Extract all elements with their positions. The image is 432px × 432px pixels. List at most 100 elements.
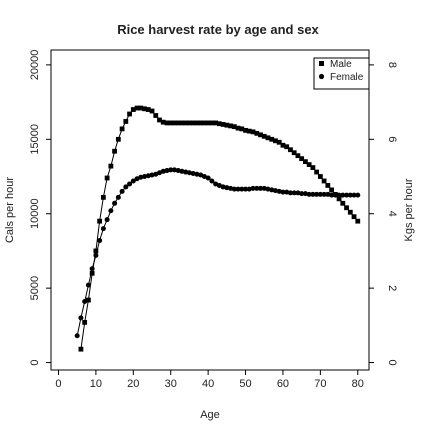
point-male <box>138 105 144 111</box>
point-male <box>145 107 151 112</box>
point-female <box>171 167 177 173</box>
point-female <box>231 186 237 192</box>
point-male <box>149 108 155 114</box>
point-female <box>344 192 350 198</box>
point-male <box>347 209 353 215</box>
point-female <box>336 192 342 198</box>
point-male <box>243 127 248 133</box>
point-female <box>254 185 260 191</box>
point-female <box>310 191 316 197</box>
point-male <box>306 162 312 168</box>
point-male <box>89 270 95 276</box>
point-female <box>351 192 357 198</box>
point-female <box>302 191 308 197</box>
point-female <box>127 181 133 187</box>
point-male <box>239 126 245 132</box>
point-male <box>213 120 219 126</box>
point-female <box>156 170 162 176</box>
point-female <box>93 252 99 258</box>
point-male <box>201 120 207 126</box>
point-male <box>258 132 263 138</box>
legend-label-female: Female <box>330 72 364 83</box>
legend-label-male: Male <box>330 59 352 70</box>
point-male <box>351 214 357 220</box>
y2-tick-label: 4 <box>386 211 398 217</box>
x-tick-label: 10 <box>90 378 102 390</box>
point-female <box>115 194 121 200</box>
point-male <box>228 123 233 129</box>
point-female <box>209 178 215 184</box>
point-male <box>209 120 215 126</box>
point-male <box>288 147 293 153</box>
point-male <box>168 120 174 126</box>
point-male <box>104 175 110 181</box>
legend-marker-female <box>318 73 325 80</box>
point-male <box>303 159 308 165</box>
point-male <box>78 346 84 352</box>
point-male <box>112 148 117 154</box>
point-male <box>299 156 305 162</box>
point-female <box>276 188 282 194</box>
point-male <box>108 163 114 169</box>
point-female <box>198 172 204 178</box>
point-male <box>194 120 200 126</box>
point-male <box>336 196 342 202</box>
point-female <box>85 282 91 288</box>
point-female <box>347 192 353 198</box>
point-female <box>321 191 327 197</box>
series-male <box>78 105 361 352</box>
y-axis-right: 0 2 4 6 8 <box>369 62 398 366</box>
point-male <box>284 144 290 150</box>
x-tick-label: 40 <box>202 378 214 390</box>
point-male <box>97 218 103 224</box>
point-male <box>224 122 230 128</box>
x-axis: 0 10 20 30 40 50 60 70 80 <box>55 370 364 390</box>
point-female <box>205 175 211 181</box>
point-male <box>250 129 256 135</box>
point-male <box>190 120 196 126</box>
point-female <box>142 174 148 180</box>
point-female <box>213 181 219 187</box>
point-female <box>295 190 301 196</box>
x-tick-label: 80 <box>352 378 364 390</box>
point-male <box>179 120 185 126</box>
point-female <box>291 190 297 196</box>
x-tick-label: 0 <box>55 378 61 390</box>
y-tick-label: 20000 <box>29 50 41 81</box>
point-female <box>130 178 136 184</box>
point-female <box>265 186 271 192</box>
point-male <box>355 218 361 224</box>
point-male <box>317 174 323 179</box>
point-female <box>82 299 88 305</box>
point-male <box>261 133 267 139</box>
series-layer <box>74 105 361 352</box>
y2-tick-label: 0 <box>386 359 398 365</box>
point-female <box>329 192 335 198</box>
point-female <box>119 188 125 194</box>
point-female <box>355 192 361 198</box>
point-male <box>205 120 211 126</box>
point-female <box>108 208 114 214</box>
point-male <box>344 205 349 211</box>
point-female <box>97 238 103 244</box>
point-male <box>127 111 132 117</box>
point-male <box>142 106 147 112</box>
point-female <box>325 191 331 197</box>
point-female <box>145 173 151 179</box>
point-male <box>175 120 181 126</box>
point-female <box>149 172 155 178</box>
point-female <box>340 192 346 198</box>
series-female <box>74 167 361 339</box>
point-male <box>269 136 275 142</box>
y-tick-label: 0 <box>29 359 41 365</box>
point-female <box>284 189 290 195</box>
point-female <box>153 171 159 177</box>
point-female <box>186 170 192 176</box>
y-axis-left: 0 5000 10000 15000 20000 <box>29 50 51 366</box>
point-female <box>78 315 84 321</box>
point-male <box>187 120 192 126</box>
point-female <box>250 185 256 191</box>
x-tick-label: 20 <box>127 378 139 390</box>
point-male <box>280 142 286 148</box>
